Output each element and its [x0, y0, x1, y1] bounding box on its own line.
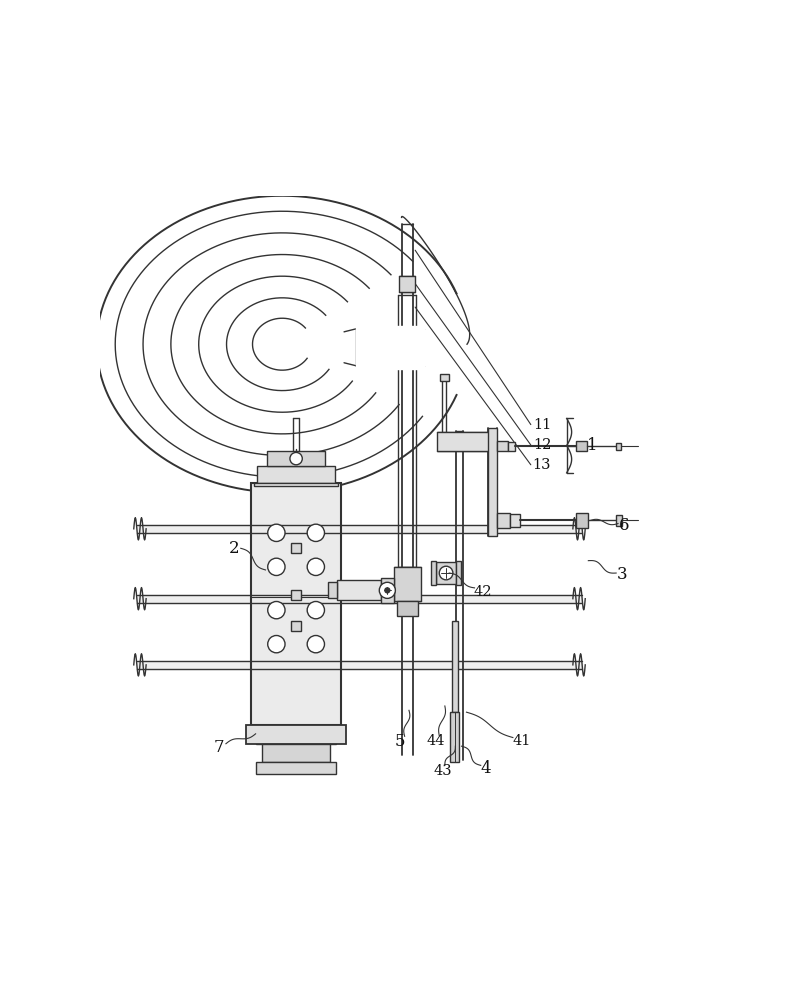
Polygon shape	[137, 525, 583, 533]
Circle shape	[307, 601, 325, 619]
Bar	[290, 463, 302, 469]
Circle shape	[307, 524, 325, 541]
Text: 4: 4	[480, 760, 491, 777]
Text: 7: 7	[213, 739, 223, 756]
Bar	[337, 580, 381, 600]
Bar	[576, 513, 588, 528]
Bar	[616, 443, 621, 450]
Bar	[488, 428, 497, 536]
Bar	[440, 374, 448, 381]
Bar	[393, 567, 421, 601]
Circle shape	[267, 558, 285, 576]
Text: 44: 44	[426, 734, 444, 748]
Text: 1: 1	[587, 437, 598, 454]
Circle shape	[439, 566, 453, 580]
Bar	[263, 744, 330, 762]
Bar	[437, 562, 456, 584]
Bar	[399, 276, 415, 292]
Bar	[267, 451, 326, 466]
Bar	[508, 442, 516, 451]
Polygon shape	[137, 661, 583, 669]
Bar	[397, 601, 417, 616]
Bar	[576, 441, 587, 451]
Bar	[450, 712, 459, 762]
Circle shape	[385, 588, 389, 593]
Bar	[255, 483, 338, 486]
Bar	[381, 578, 393, 603]
Circle shape	[379, 582, 395, 598]
Circle shape	[267, 635, 285, 653]
Text: 41: 41	[512, 734, 531, 748]
Text: 43: 43	[433, 764, 452, 778]
Bar	[256, 762, 336, 774]
Bar	[511, 514, 520, 527]
Bar	[247, 725, 346, 744]
Text: 42: 42	[474, 585, 492, 599]
Bar	[251, 483, 341, 725]
Text: 2: 2	[229, 540, 240, 557]
Text: 12: 12	[533, 438, 551, 452]
Bar	[291, 621, 301, 631]
Bar	[328, 582, 337, 598]
Text: 5: 5	[394, 733, 405, 750]
Polygon shape	[357, 326, 425, 369]
Polygon shape	[137, 595, 583, 603]
Bar	[497, 513, 511, 528]
Circle shape	[290, 452, 302, 465]
Bar	[258, 466, 334, 483]
Bar	[256, 725, 336, 744]
Circle shape	[307, 635, 325, 653]
Bar	[291, 590, 301, 600]
Bar	[265, 744, 327, 760]
Text: 3: 3	[617, 566, 628, 583]
Bar	[616, 515, 622, 526]
Bar	[452, 621, 458, 712]
Text: 11: 11	[533, 418, 551, 432]
Bar	[497, 441, 508, 451]
Circle shape	[307, 558, 325, 576]
Text: 6: 6	[619, 517, 630, 534]
Circle shape	[267, 601, 285, 619]
Circle shape	[267, 524, 285, 541]
Text: 13: 13	[533, 458, 551, 472]
Bar	[437, 432, 496, 451]
Bar	[456, 561, 461, 585]
Bar	[431, 561, 437, 585]
Bar	[291, 543, 301, 553]
